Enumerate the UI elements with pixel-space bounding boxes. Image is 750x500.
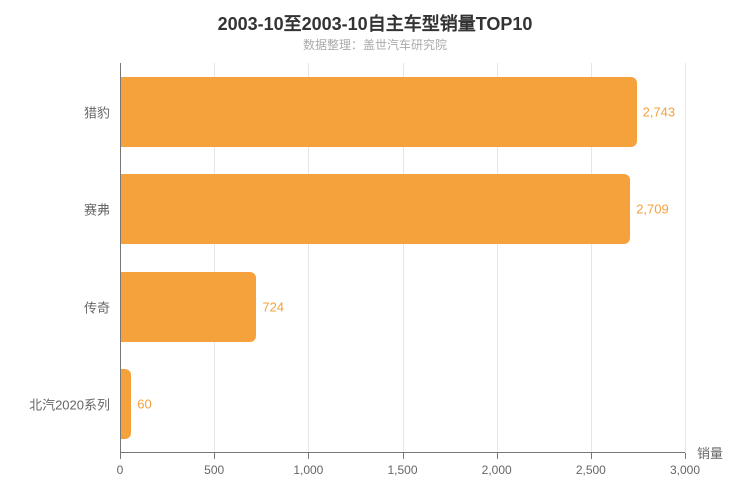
bar: [120, 174, 630, 244]
chart-container: 2003-10至2003-10自主车型销量TOP10 数据整理：盖世汽车研究院 …: [0, 0, 750, 500]
bar: [120, 77, 637, 147]
x-axis-tick: [120, 453, 121, 459]
bar: [120, 369, 131, 439]
x-axis-tick: [214, 453, 215, 459]
x-axis-tick: [403, 453, 404, 459]
x-axis-tick: [308, 453, 309, 459]
chart-subtitle: 数据整理：盖世汽车研究院: [0, 36, 750, 53]
y-axis-label: 猎豹: [84, 102, 110, 121]
y-axis-line: [120, 63, 121, 453]
x-axis-tick: [685, 453, 686, 459]
x-axis-tick-label: 3,000: [670, 463, 700, 477]
x-axis-tick-label: 1,500: [387, 463, 417, 477]
x-axis-tick-label: 2,500: [576, 463, 606, 477]
x-axis-title: 销量: [697, 443, 723, 462]
x-axis-tick-label: 2,000: [482, 463, 512, 477]
bar: [120, 272, 256, 342]
x-axis-tick-label: 500: [204, 463, 224, 477]
bar-value-label: 2,743: [643, 104, 676, 119]
bar-value-label: 2,709: [636, 202, 669, 217]
y-axis-label: 北汽2020系列: [29, 395, 110, 414]
x-axis-tick: [591, 453, 592, 459]
x-axis-tick: [497, 453, 498, 459]
plot-area: 2,743猎豹2,709赛弗724传奇60北汽2020系列05001,0001,…: [120, 63, 685, 453]
y-axis-label: 传奇: [84, 297, 110, 316]
x-axis-tick-label: 0: [117, 463, 124, 477]
chart-title: 2003-10至2003-10自主车型销量TOP10: [0, 10, 750, 36]
bar-value-label: 60: [137, 397, 151, 412]
gridline: [685, 63, 686, 453]
x-axis-tick-label: 1,000: [293, 463, 323, 477]
y-axis-label: 赛弗: [84, 200, 110, 219]
bar-value-label: 724: [262, 299, 284, 314]
